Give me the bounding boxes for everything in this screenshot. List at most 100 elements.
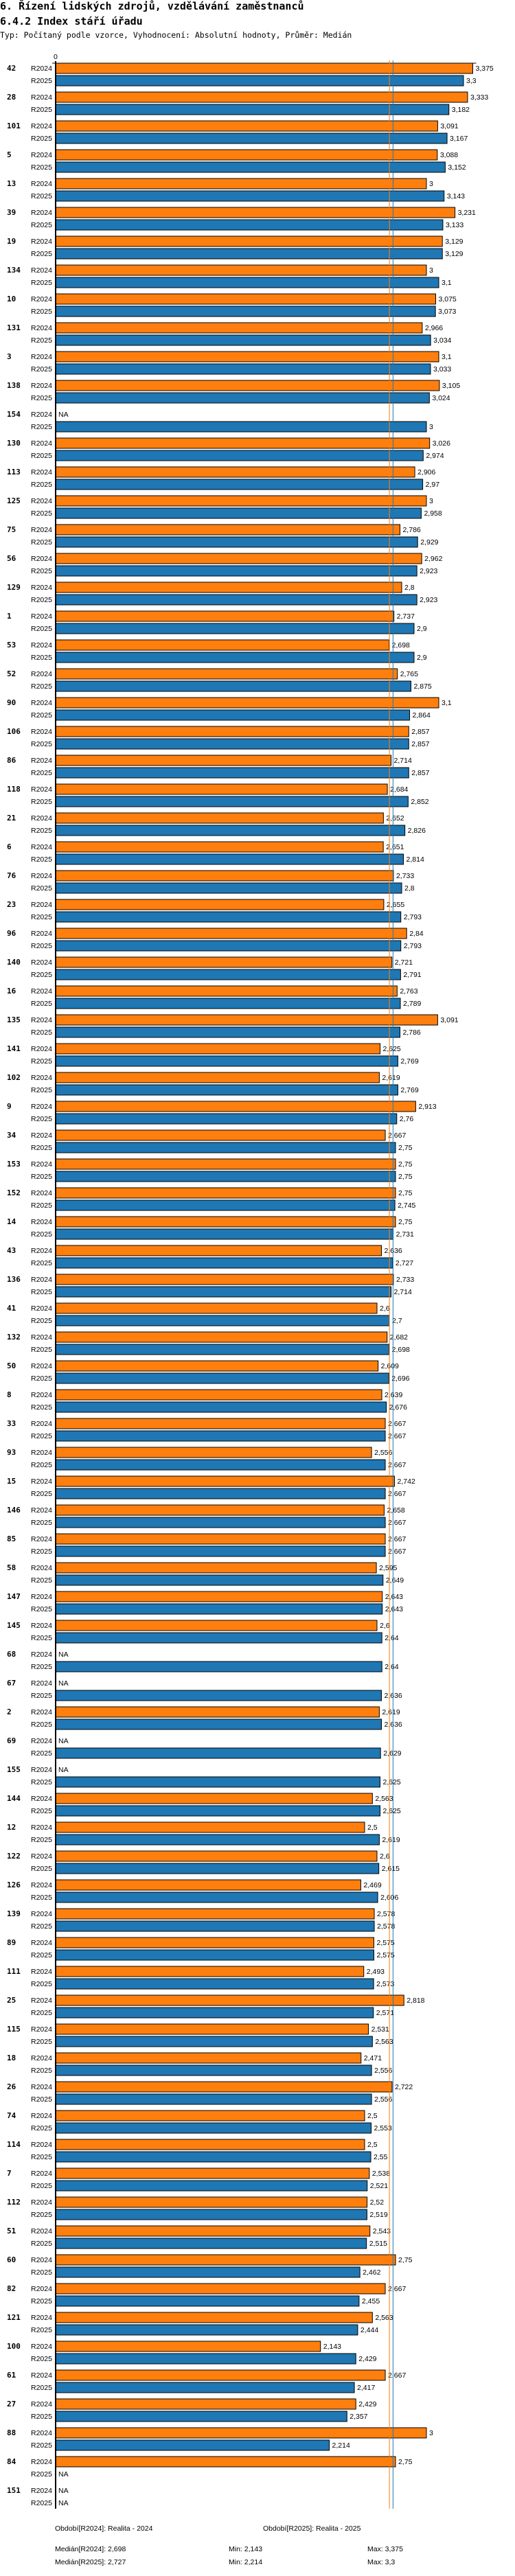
value-label: 2,52 [370,2198,385,2207]
value-label: 2,745 [398,1201,415,1210]
group-label: 1 [7,612,12,621]
median-2024: Medián[R2024]: 2,698 [55,2545,126,2553]
value-label: 2,5 [367,2112,378,2120]
group-label: 51 [7,2227,16,2235]
bar-r2025 [55,1257,393,1269]
bar-r2024 [55,149,438,161]
series-label: R2025 [31,1836,52,1844]
bar-r2024 [55,1591,383,1602]
na-label: NA [58,2487,69,2495]
value-label: 2,763 [400,987,417,996]
bar-r2024 [55,1620,378,1631]
series-label: R2024 [31,324,52,332]
value-label: 2,667 [388,1535,406,1543]
series-label: R2025 [31,1548,52,1556]
value-label: 2,578 [377,1910,395,1918]
series-label: R2025 [31,1461,52,1469]
bar-r2025 [55,1055,398,1067]
group-label: 139 [7,1909,21,1918]
series-label: R2024 [31,2198,52,2207]
series-label: R2025 [31,1951,52,1959]
series-label: R2025 [31,250,52,258]
value-label: 2,571 [376,2009,394,2017]
value-label: 2,737 [397,612,415,621]
value-label: 2,667 [388,2285,406,2293]
bar-r2024 [55,322,423,334]
value-label: 2,733 [396,1276,414,1284]
group-label: 86 [7,756,16,765]
group-label: 126 [7,1881,21,1889]
bar-r2025 [55,1805,380,1817]
series-label: R2025 [31,2441,52,2450]
bar-r2024 [55,2023,369,2035]
series-label: R2024 [31,958,52,967]
group-label: 69 [7,1736,16,1745]
value-label: 2,97 [426,481,440,489]
value-label: 2,538 [372,2170,390,2178]
value-label: 3 [429,266,433,275]
bar-r2025 [55,2439,330,2451]
bar-r2024 [55,985,398,997]
bar-r2025 [55,1603,383,1615]
value-label: 2,667 [388,1432,406,1440]
bar-r2025 [55,1574,384,1586]
bar-r2025 [55,1834,380,1845]
bar-r2025 [55,392,430,404]
value-label: 2,575 [377,1939,395,1947]
value-label: 2,521 [370,2182,388,2190]
group-label: 9 [7,1102,12,1111]
value-label: 3,088 [440,151,458,159]
bar-r2024 [55,1274,394,1285]
group-label: 138 [7,381,21,390]
group-label: 147 [7,1592,21,1601]
group-label: 121 [7,2313,21,2322]
series-label: R2024 [31,65,52,73]
value-label: 2,75 [398,2458,413,2466]
series-label: R2025 [31,2326,52,2334]
value-label: 2,793 [404,942,422,950]
series-label: R2025 [31,106,52,114]
bar-r2024 [55,1216,396,1228]
series-label: R2025 [31,1922,52,1931]
series-label: R2024 [31,2487,52,2495]
group-label: 131 [7,323,21,332]
series-label: R2025 [31,135,52,143]
series-label: R2025 [31,1057,52,1066]
series-label: R2025 [31,1086,52,1094]
series-label: R2025 [31,1663,52,1671]
bar-r2024 [55,466,415,478]
bar-r2025 [55,2122,372,2134]
value-label: 2,676 [389,1403,407,1412]
bar-r2025 [55,652,415,663]
series-label: R2024 [31,1939,52,1947]
value-label: 3,182 [452,106,470,114]
series-label: R2025 [31,1201,52,1210]
bar-r2024 [55,120,438,132]
series-label: R2025 [31,394,52,402]
group-label: 134 [7,266,21,275]
series-label: R2025 [31,192,52,200]
bar-r2025 [55,104,450,115]
value-label: 2,639 [385,1391,402,1399]
series-label: R2025 [31,1144,52,1152]
bar-r2024 [55,1389,382,1401]
value-label: 3,129 [445,238,463,246]
bar-r2024 [55,1475,396,1487]
bar-r2024 [55,870,394,882]
bar-r2025 [55,853,404,865]
value-label: 2,9 [417,625,427,633]
series-label: R2024 [31,526,52,534]
value-label: 2,143 [323,2343,341,2351]
series-label: R2024 [31,1593,52,1601]
bar-r2024 [55,2427,427,2439]
value-label: 2,818 [407,1997,424,2005]
bar-r2025 [55,190,445,202]
series-label: R2024 [31,670,52,678]
group-label: 61 [7,2371,16,2380]
bar-r2024 [55,437,431,449]
na-label: NA [58,2499,69,2507]
bar-r2024 [55,293,436,305]
series-label: R2024 [31,468,52,476]
group-label: 60 [7,2255,16,2264]
bar-r2025 [55,767,409,779]
